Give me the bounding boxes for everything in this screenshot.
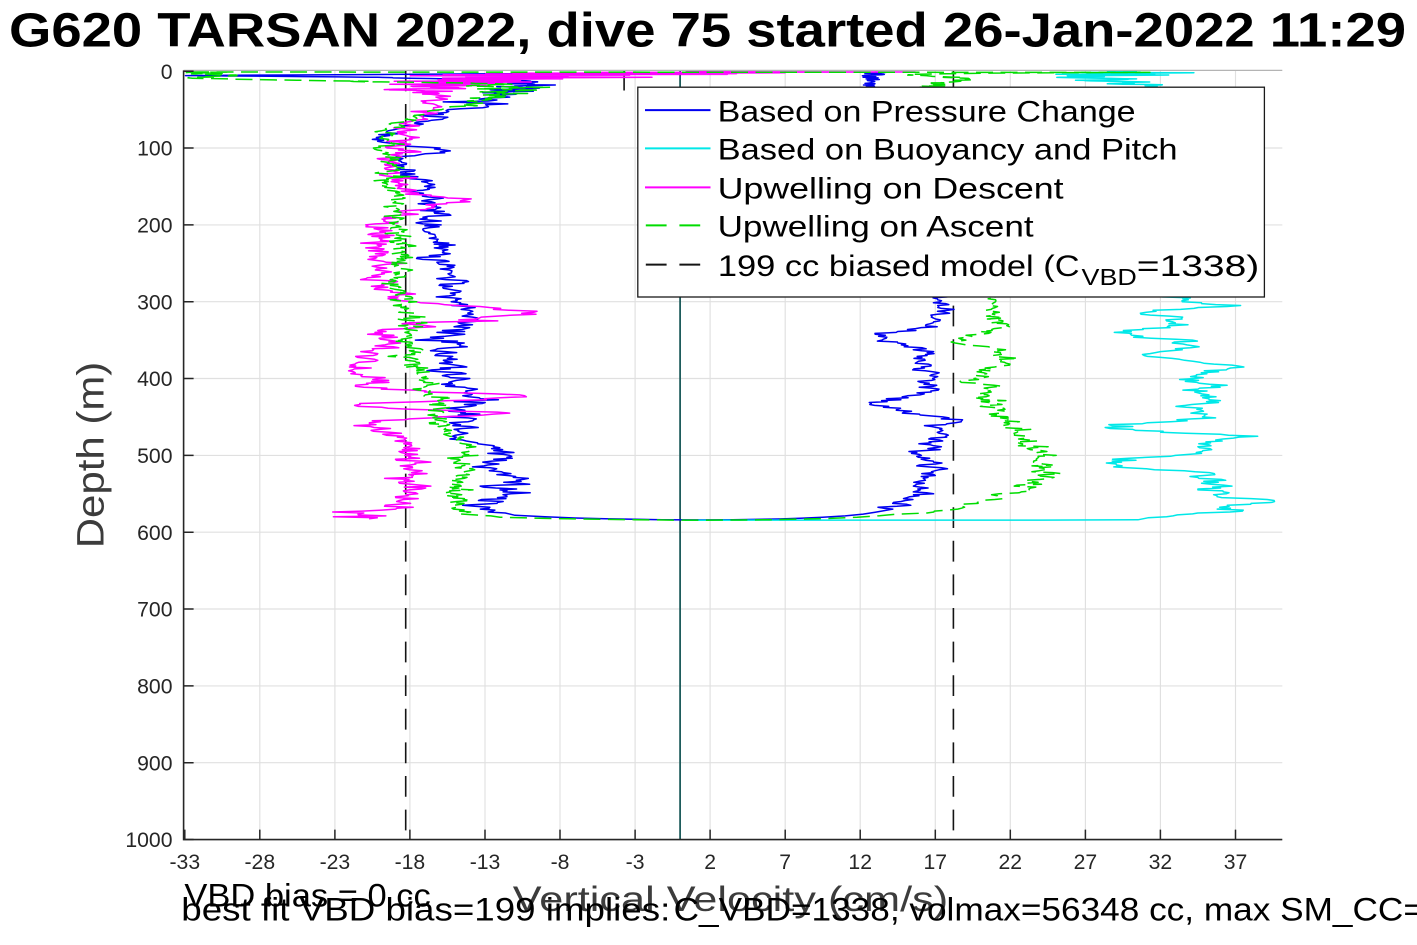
svg-text:best fit VBD bias=199 implies:: best fit VBD bias=199 implies: bbox=[181, 892, 670, 928]
svg-text:VBD: VBD bbox=[1082, 264, 1137, 290]
svg-text:-28: -28 bbox=[244, 851, 275, 874]
svg-text:2: 2 bbox=[704, 851, 716, 874]
svg-text:37: 37 bbox=[1224, 851, 1248, 874]
svg-text:900: 900 bbox=[137, 752, 172, 775]
svg-text:Vertical Velocity (cm/s): Vertical Velocity (cm/s) bbox=[513, 879, 948, 919]
svg-text:-18: -18 bbox=[395, 851, 426, 874]
svg-text:400: 400 bbox=[137, 368, 172, 391]
svg-text:22: 22 bbox=[999, 851, 1023, 874]
svg-text:7: 7 bbox=[779, 851, 791, 874]
svg-text:VBD bias = 0 cc: VBD bias = 0 cc bbox=[184, 877, 430, 913]
svg-text:27: 27 bbox=[1074, 851, 1098, 874]
svg-text:-23: -23 bbox=[320, 851, 351, 874]
svg-text:-33: -33 bbox=[169, 851, 200, 874]
svg-text:C_VBD=1338, volmax=56348 cc, m: C_VBD=1338, volmax=56348 cc, max SM_CC= bbox=[674, 892, 1417, 928]
svg-text:600: 600 bbox=[137, 522, 172, 545]
svg-text:700: 700 bbox=[137, 599, 172, 622]
svg-text:300: 300 bbox=[137, 291, 172, 314]
svg-text:0: 0 bbox=[161, 61, 173, 84]
svg-text:32: 32 bbox=[1149, 851, 1173, 874]
svg-text:Based on Buoyancy and Pitch: Based on Buoyancy and Pitch bbox=[718, 134, 1178, 167]
svg-text:12: 12 bbox=[848, 851, 872, 874]
svg-text:199 cc biased model (C: 199 cc biased model (C bbox=[718, 250, 1080, 283]
svg-text:-8: -8 bbox=[551, 851, 570, 874]
svg-text:100: 100 bbox=[137, 138, 172, 161]
svg-text:Depth (m): Depth (m) bbox=[71, 362, 113, 549]
svg-text:500: 500 bbox=[137, 445, 172, 468]
svg-text:800: 800 bbox=[137, 676, 172, 699]
svg-text:200: 200 bbox=[137, 215, 172, 238]
svg-text:Upwelling on Descent: Upwelling on Descent bbox=[718, 173, 1065, 206]
svg-text:-13: -13 bbox=[470, 851, 501, 874]
svg-text:17: 17 bbox=[924, 851, 948, 874]
svg-text:1000: 1000 bbox=[125, 829, 172, 852]
svg-text:-3: -3 bbox=[626, 851, 645, 874]
svg-text:Based on Pressure Change: Based on Pressure Change bbox=[718, 95, 1136, 128]
svg-text:Upwelling on Ascent: Upwelling on Ascent bbox=[718, 211, 1035, 244]
svg-text:G620 TARSAN 2022, dive 75 star: G620 TARSAN 2022, dive 75 started 26-Jan… bbox=[9, 5, 1406, 58]
svg-text:=1338): =1338) bbox=[1137, 250, 1260, 283]
